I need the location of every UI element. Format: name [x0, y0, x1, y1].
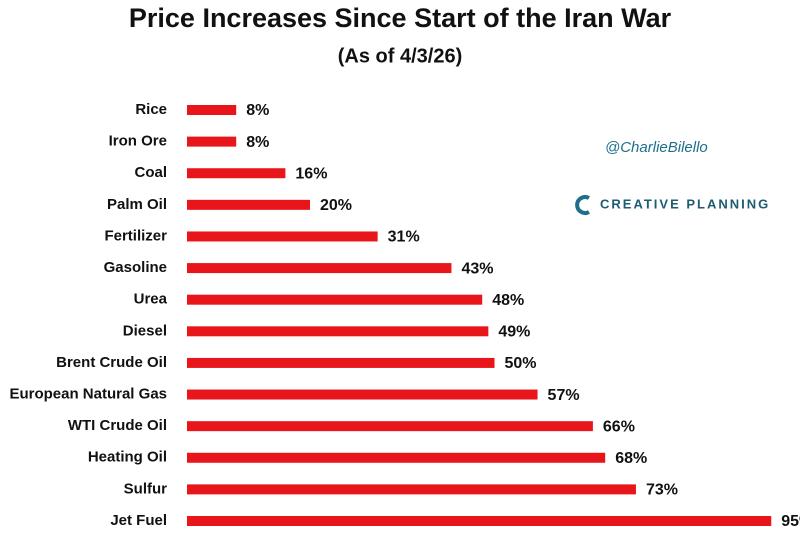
category-label: Palm Oil: [107, 196, 167, 213]
bar: [187, 484, 636, 495]
value-label: 73%: [646, 482, 678, 499]
value-label: 8%: [246, 102, 269, 119]
value-label: 48%: [492, 292, 524, 309]
category-label: Diesel: [123, 322, 167, 339]
bar: [187, 294, 483, 305]
category-label: Brent Crude Oil: [56, 354, 167, 371]
value-label: 95%: [781, 513, 800, 530]
chart-title: Price Increases Since Start of the Iran …: [129, 3, 672, 33]
plot-area: Rice 8% Iron Ore 8% Coal 16% Palm Oil 20% Fertil…: [9, 101, 800, 530]
value-label: 31%: [388, 229, 420, 246]
value-label: 49%: [498, 324, 530, 341]
category-label: European Natural Gas: [9, 386, 167, 403]
bar: [187, 263, 452, 274]
category-label: Urea: [134, 291, 168, 308]
bar: [187, 199, 310, 210]
category-label: Rice: [135, 101, 167, 118]
watermark-handle: @CharlieBilello: [605, 139, 708, 156]
category-label: Fertilizer: [104, 227, 167, 244]
bar: [187, 105, 237, 115]
bar: [187, 326, 489, 337]
value-label: 43%: [461, 260, 493, 277]
bar: [187, 168, 286, 179]
bar: [187, 421, 593, 432]
bar: [187, 357, 495, 368]
category-label: Sulfur: [124, 480, 167, 497]
logo-icon: [575, 195, 590, 215]
bar: [187, 389, 538, 400]
value-label: 8%: [246, 134, 269, 151]
category-label: WTI Crude Oil: [68, 417, 167, 434]
category-label: Iron Ore: [109, 133, 167, 150]
category-label: Jet Fuel: [110, 512, 167, 529]
value-label: 16%: [295, 165, 327, 182]
category-label: Coal: [134, 164, 167, 181]
value-label: 66%: [603, 418, 635, 435]
bar: [187, 516, 772, 526]
category-label: Gasoline: [104, 259, 167, 276]
value-label: 20%: [320, 197, 352, 214]
watermark-brand: CREATIVE PLANNING: [600, 196, 770, 211]
value-label: 57%: [548, 387, 580, 404]
value-label: 50%: [505, 355, 537, 372]
bar: [187, 231, 378, 242]
chart-subtitle: (As of 4/3/26): [338, 45, 462, 67]
bar: [187, 136, 237, 147]
category-label: Heating Oil: [88, 449, 167, 466]
bar: [187, 452, 606, 463]
value-label: 68%: [615, 450, 647, 467]
